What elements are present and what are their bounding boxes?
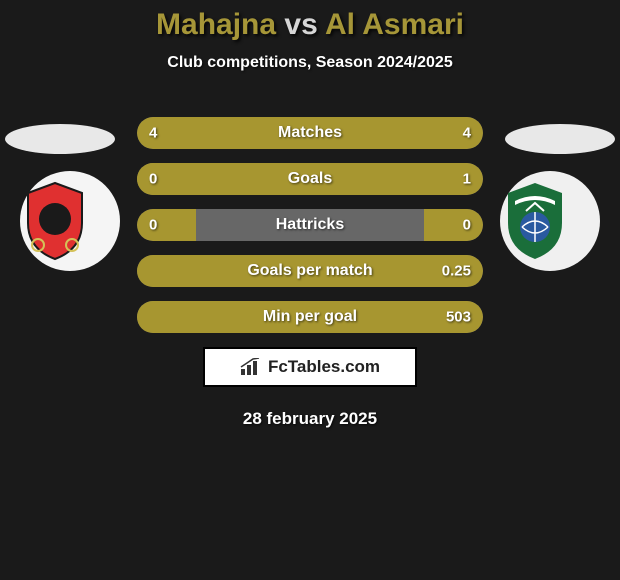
vs-text: vs bbox=[284, 8, 317, 41]
brand-name: FcTables.com bbox=[268, 357, 380, 377]
player1-club-badge bbox=[20, 171, 120, 271]
stat-label: Goals per match bbox=[137, 262, 483, 280]
bar-chart-icon bbox=[240, 358, 262, 376]
player2-club-badge bbox=[500, 171, 600, 271]
stat-row: 01Goals bbox=[137, 163, 483, 195]
stat-label: Goals bbox=[137, 170, 483, 188]
stat-row: 0.25Goals per match bbox=[137, 255, 483, 287]
club-badge-right-icon bbox=[500, 181, 570, 261]
player2-name: Al Asmari bbox=[325, 8, 464, 41]
subtitle: Club competitions, Season 2024/2025 bbox=[0, 54, 620, 72]
stat-label: Matches bbox=[137, 124, 483, 142]
player1-name: Mahajna bbox=[156, 8, 276, 41]
fctables-logo: FcTables.com bbox=[203, 347, 417, 387]
stat-row: 00Hattricks bbox=[137, 209, 483, 241]
club-badge-left-icon bbox=[20, 181, 90, 261]
stat-row: 503Min per goal bbox=[137, 301, 483, 333]
comparison-title: Mahajna vs Al Asmari bbox=[0, 8, 620, 42]
stat-label: Min per goal bbox=[137, 308, 483, 326]
player2-avatar-placeholder bbox=[505, 124, 615, 154]
stat-row: 44Matches bbox=[137, 117, 483, 149]
snapshot-date: 28 february 2025 bbox=[0, 409, 620, 429]
player1-avatar-placeholder bbox=[5, 124, 115, 154]
stat-label: Hattricks bbox=[137, 216, 483, 234]
stats-list: 44Matches 01Goals 00Hattricks 0.25Goals per… bbox=[137, 117, 483, 333]
